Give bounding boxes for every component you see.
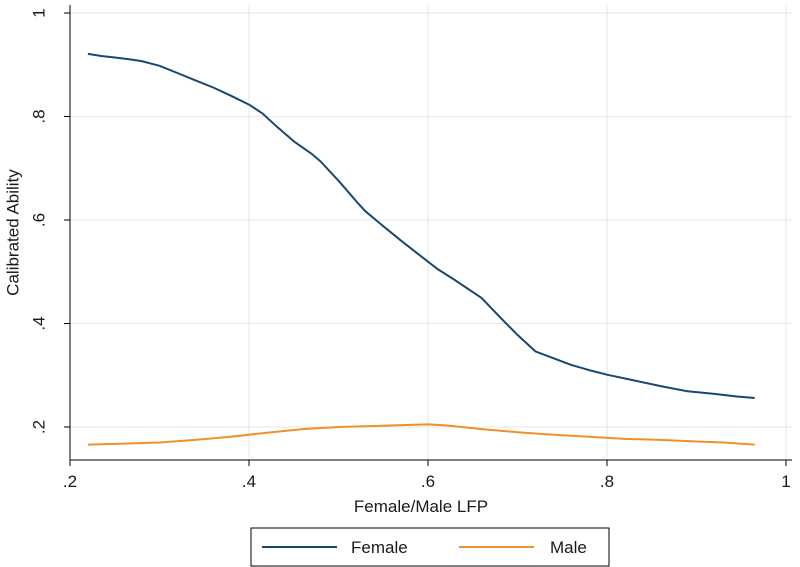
x-tick-label: 1 bbox=[781, 472, 790, 491]
y-axis-title: Calibrated Ability bbox=[3, 169, 22, 296]
y-tick-label: .4 bbox=[29, 316, 48, 330]
grid-lines bbox=[69, 5, 792, 460]
series-line-female bbox=[87, 52, 755, 399]
axes bbox=[64, 5, 792, 466]
y-tick-label: 1 bbox=[29, 8, 48, 17]
series-layer bbox=[87, 52, 755, 446]
legend: Female Male bbox=[250, 527, 610, 567]
plot-area bbox=[70, 5, 792, 460]
x-tick-label: .6 bbox=[421, 472, 435, 491]
y-tick-label: .8 bbox=[29, 109, 48, 123]
x-axis-title: Female/Male LFP bbox=[354, 497, 488, 516]
y-tick-label: .2 bbox=[29, 420, 48, 434]
y-tick-label: .6 bbox=[29, 213, 48, 227]
legend-label-male: Male bbox=[550, 538, 587, 557]
tick-labels: .2 .4 .6 .8 1 .2 .4 .6 .8 1 bbox=[29, 8, 790, 491]
x-tick-label: .4 bbox=[242, 472, 256, 491]
x-tick-label: .2 bbox=[63, 472, 77, 491]
legend-box bbox=[250, 527, 610, 567]
series-line-male bbox=[87, 423, 755, 446]
legend-label-female: Female bbox=[351, 538, 408, 557]
x-tick-label: .8 bbox=[600, 472, 614, 491]
